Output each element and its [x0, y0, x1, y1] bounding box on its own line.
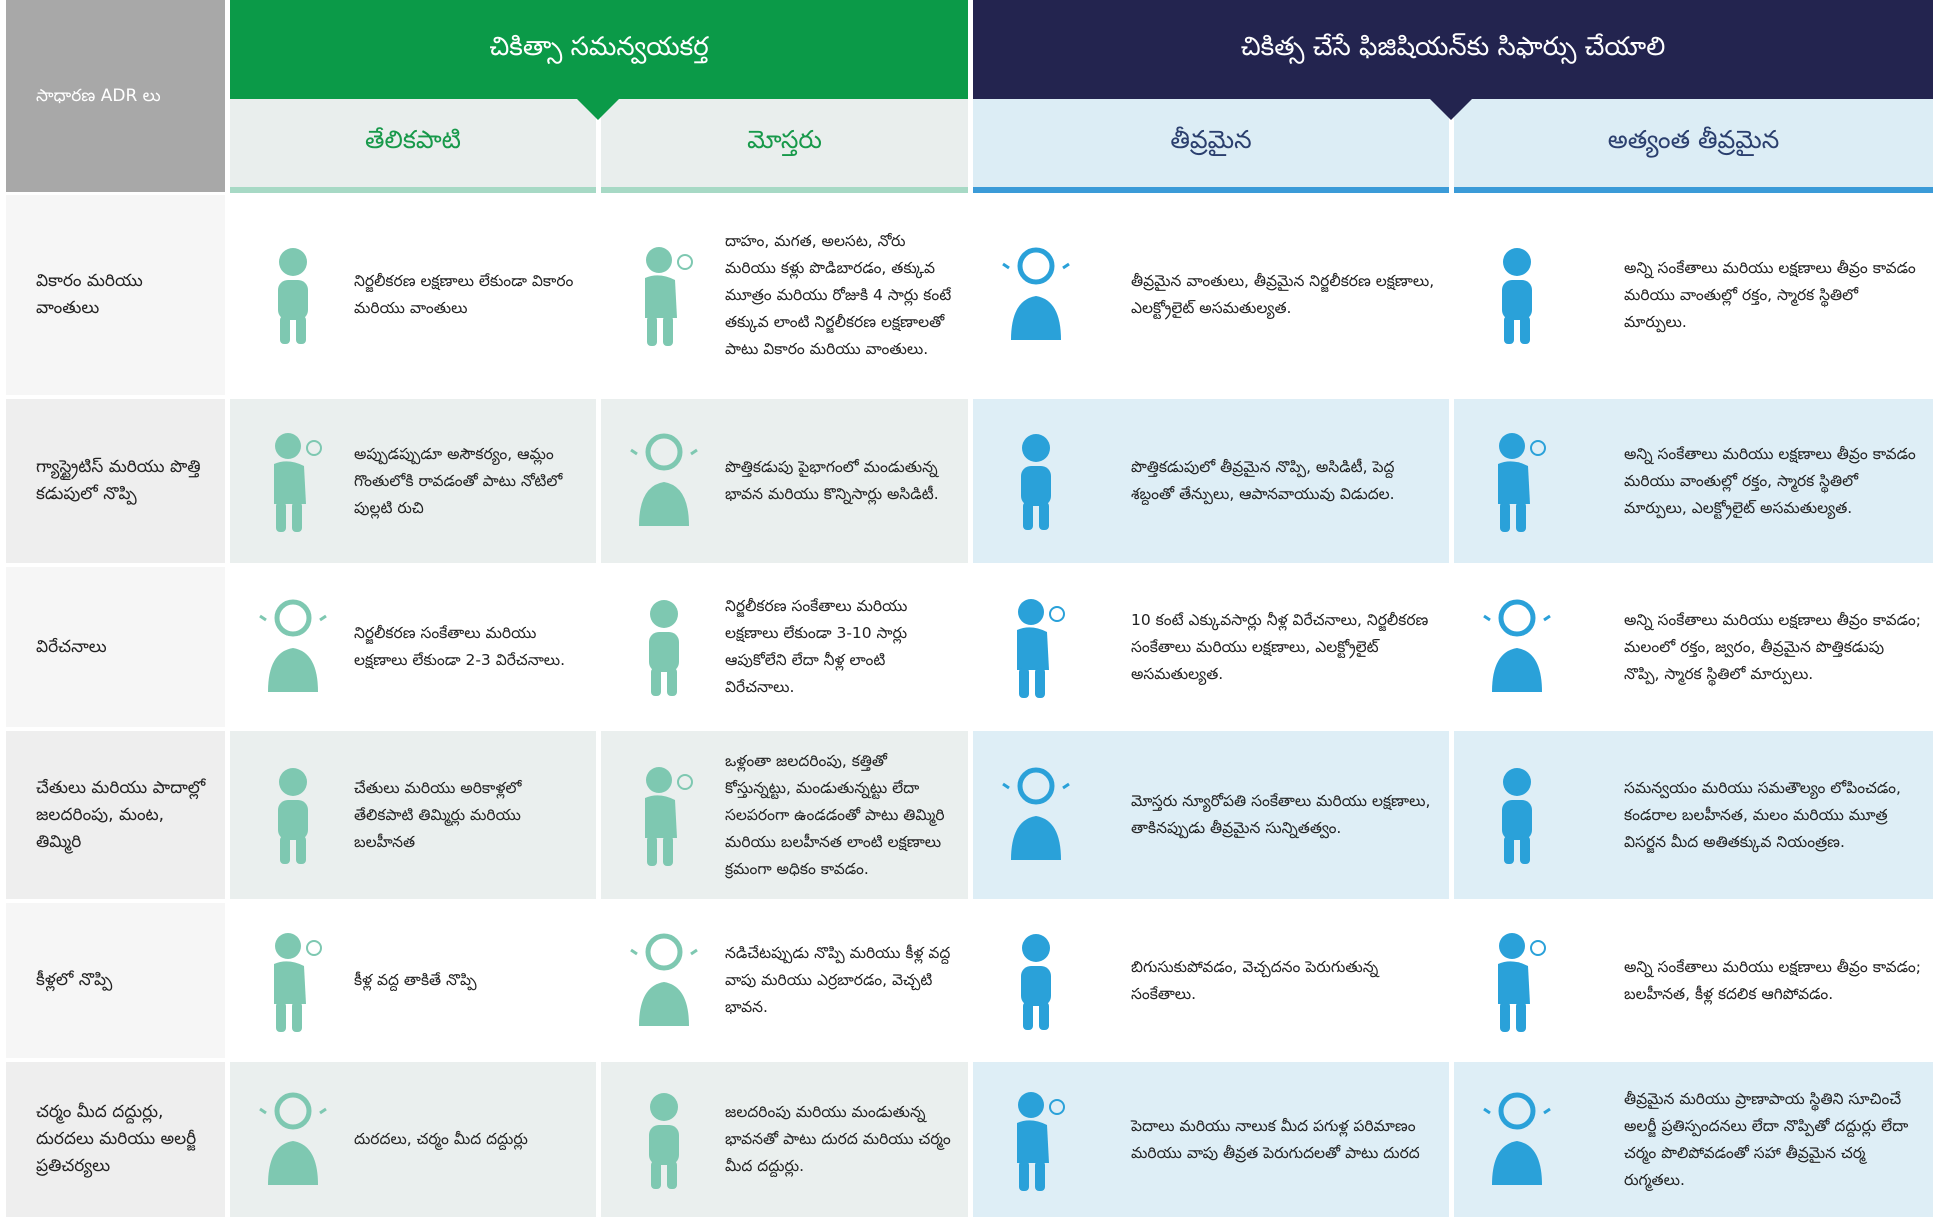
symptom-icon	[278, 768, 308, 864]
row-label: చర్మం మీద దద్దుర్లు, దురదలు మరియు అలర్జీ…	[6, 1062, 225, 1217]
cell-text: అన్ని సంకేతాలు మరియు లక్షణాలు తీవ్రం కావ…	[1624, 957, 1922, 1003]
subheader-rule	[973, 187, 1449, 193]
cell-text: పెదాలు మరియు నాలుక మీద పగుళ్ల పరిమాణం మర…	[1131, 1116, 1420, 1162]
cell-bg	[973, 731, 1449, 899]
symptom-icon	[1483, 599, 1551, 692]
cell-bg	[1454, 1062, 1933, 1217]
cell-bg	[1454, 903, 1933, 1058]
cell-text: నిర్జలీకరణ సంకేతాలు మరియు లక్షణాలు లేకుం…	[725, 597, 908, 696]
cell-bg	[973, 399, 1449, 563]
cell-bg	[1454, 731, 1933, 899]
symptom-icon	[630, 433, 698, 526]
cell-bg	[601, 903, 968, 1058]
symptom-icon	[1021, 933, 1051, 1030]
symptom-icon	[649, 1092, 679, 1189]
cell-bg	[973, 903, 1449, 1058]
cell-text: తీవ్రమైన వాంతులు, తీవ్రమైన నిర్జలీకరణ లక…	[1131, 272, 1435, 317]
symptom-icon	[1498, 433, 1546, 532]
cell-bg	[973, 1062, 1449, 1217]
cell-text: అన్ని సంకేతాలు మరియు లక్షణాలు తీవ్రం కావ…	[1624, 610, 1922, 683]
symptom-icon	[1021, 434, 1051, 530]
row-label: గ్యాస్ట్రైటిస్ మరియు పొత్తి కడుపులో నొప్…	[6, 399, 225, 563]
cell-bg	[1454, 195, 1933, 395]
subheader: తేలికపాటి	[230, 99, 596, 187]
symptom-icon	[1502, 248, 1532, 344]
symptom-icon	[278, 248, 308, 344]
symptom-icon	[1483, 1092, 1551, 1185]
symptom-icon	[1017, 599, 1065, 698]
cell-text: నిర్జలీకరణ లక్షణాలు లేకుండా వికారం మరియు…	[354, 272, 574, 317]
row-label: వికారం మరియు వాంతులు	[6, 195, 225, 395]
cell-text: నడిచేటప్పుడు నొప్పి మరియు కీళ్ల వద్ద వాప…	[725, 944, 951, 1016]
cell-bg	[1454, 567, 1933, 727]
subheader-rule	[601, 187, 968, 193]
cell-text: తీవ్రమైన మరియు ప్రాణాపాయ స్థితిని సూచించ…	[1624, 1089, 1909, 1189]
cell-text: చేతులు మరియు అరికాళ్లలో తేలికపాటి తిమ్మి…	[354, 778, 522, 851]
subheader: అత్యంత తీవ్రమైన	[1454, 99, 1933, 187]
cell-text: అన్ని సంకేతాలు మరియు లక్షణాలు తీవ్రం కావ…	[1624, 444, 1916, 517]
symptom-icon	[259, 1092, 327, 1185]
cell-text: నిర్జలీకరణ సంకేతాలు మరియు లక్షణాలు లేకుం…	[354, 624, 566, 669]
row-label: విరేచనాలు	[6, 567, 225, 727]
symptom-icon	[1002, 247, 1070, 340]
header-notch	[1429, 98, 1473, 120]
cell-bg	[973, 195, 1449, 395]
cell-text: దురదలు, చర్మం మీద దద్దుర్లు	[354, 1130, 528, 1148]
subheader-rule	[230, 187, 596, 193]
symptom-icon	[1017, 1091, 1065, 1191]
symptom-icon	[645, 767, 693, 866]
right-group-header: చికిత్స చేసే ఫిజిషియన్‌కు సిఫార్సు చేయాల…	[973, 0, 1933, 99]
cell-text: సమన్వయం మరియు సమతౌల్యం లోపించడం, కండరాల …	[1624, 778, 1901, 851]
subheader: మోస్తరు	[601, 99, 968, 187]
row-label: చేతులు మరియు పాదాల్లో జలదరింపు, మంట, తిమ…	[6, 731, 225, 899]
cell-text: అన్ని సంకేతాలు మరియు లక్షణాలు తీవ్రం కావ…	[1624, 258, 1916, 331]
cell-text: బిగుసుకుపోవడం, వెచ్చదనం పెరుగుతున్న సంకే…	[1131, 957, 1379, 1003]
left-group-header: చికిత్సా సమన్వయకర్త	[230, 0, 968, 99]
cell-bg	[601, 399, 968, 563]
label-header: సాధారణ ADR లు	[6, 0, 225, 192]
cell-bg	[230, 567, 596, 727]
symptom-icon	[645, 247, 693, 346]
cell-text: అప్పుడప్పుడూ అసౌకర్యం, ఆమ్లం గొంతులోకి ర…	[354, 444, 563, 517]
symptom-icon	[274, 932, 322, 1032]
cell-text: జలదరింపు మరియు మండుతున్న భావనతో పాటు దుర…	[725, 1103, 951, 1175]
cell-text: పొత్తికడుపులో తీవ్రమైన నొప్పి, అసిడిటీ, …	[1131, 458, 1395, 503]
cell-text: మోస్తరు న్యూరోపతి సంకేతాలు మరియు లక్షణాల…	[1131, 792, 1431, 837]
symptom-icon	[649, 600, 679, 696]
cell-text: 10 కంటే ఎక్కువసార్లు నీళ్ల విరేచనాలు, ని…	[1131, 610, 1429, 683]
symptom-icon	[1498, 932, 1546, 1032]
cell-text: పొత్తికడుపు పైభాగంలో మండుతున్న భావన మరియ…	[725, 458, 939, 503]
cell-bg	[230, 1062, 596, 1217]
symptom-icon	[1002, 767, 1070, 860]
cell-text: ఒళ్లంతా జలదరింపు, కత్తితో కోస్తున్నట్టు,…	[725, 751, 945, 878]
symptom-icon	[630, 933, 698, 1026]
cell-bg	[1454, 399, 1933, 563]
symptom-icon	[1502, 768, 1532, 864]
symptom-icon	[259, 599, 327, 692]
header-notch	[576, 98, 620, 120]
cell-text: దాహం, మగత, అలసట, నోరు మరియు కళ్లు పొడిబా…	[725, 231, 952, 358]
cell-bg	[973, 567, 1449, 727]
symptom-icon	[274, 433, 322, 532]
subheader-rule	[1454, 187, 1933, 193]
row-label: కీళ్లలో నొప్పి	[6, 903, 225, 1058]
cell-text: కీళ్ల వద్ద తాకితే నొప్పి	[354, 971, 477, 989]
subheader: తీవ్రమైన	[973, 99, 1449, 187]
